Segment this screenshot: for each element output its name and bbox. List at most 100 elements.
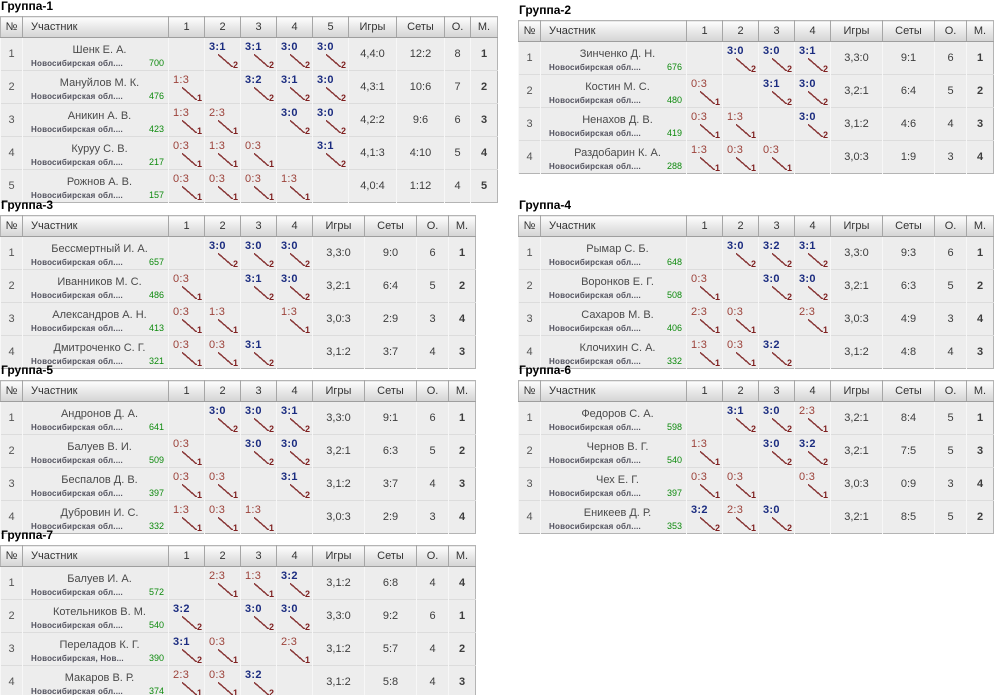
points-cell: 6 (444, 103, 471, 137)
match-sub-points: 2 (304, 490, 310, 500)
player-subline: Новосибирская обл.... 540 (24, 619, 169, 630)
match-score: 0:3 (799, 471, 816, 483)
group-title: Группа-2 (519, 3, 572, 17)
place-cell: 3 (470, 103, 498, 137)
player-row: 4 Макаров В. Р. Новосибирская обл.... 374 2:… (0, 665, 476, 695)
score-slash-icon (182, 319, 197, 332)
sets-cell: 9:0 (364, 236, 417, 270)
column-header-num: № (0, 215, 23, 237)
place-cell: 4 (448, 500, 476, 534)
column-header-match-2: 2 (722, 215, 759, 237)
games-cell: 3,2:1 (312, 269, 365, 303)
player-row: 1 Зинченко Д. Н. Новосибирская обл.... 676 3… (518, 41, 994, 75)
match-score: 0:3 (209, 636, 226, 648)
points-cell: 6 (934, 236, 967, 270)
column-header-sets: Сеты (882, 20, 935, 42)
score-slash-icon (700, 157, 715, 170)
match-sub-points: 1 (304, 655, 310, 665)
player-rating: 397 (148, 487, 164, 498)
player-region: Новосибирская обл.... (31, 488, 123, 498)
score-slash-icon (254, 186, 269, 199)
player-subline: Новосибирская обл.... 397 (24, 487, 169, 498)
player-row: 4 Еникеев Д. Р. Новосибирская обл.... 353 3:… (518, 500, 994, 534)
player-subline: Новосибирская обл.... 157 (24, 190, 169, 200)
match-score-cell: 3:1 2 (276, 70, 313, 104)
match-score: 3:0 (281, 603, 298, 615)
player-subline: Новосибирская, Нов... 390 (24, 653, 169, 663)
player-rating: 540 (148, 619, 164, 630)
player-row: 2 Чернов В. Г. Новосибирская обл.... 540 1:3… (518, 434, 994, 468)
score-slash-icon (700, 352, 715, 365)
player-subline: Новосибирская обл.... 572 (24, 587, 169, 597)
group-section-3: Группа-3 № Участник 1 2 3 4 Игры Сеты О. М. 1 Бесс… (0, 199, 476, 369)
match-score-cell: 0:3 1 (722, 467, 759, 501)
match-score: 2:3 (691, 306, 708, 318)
score-slash-icon (326, 153, 341, 166)
player-region: Новосибирская обл.... (31, 686, 123, 695)
player-name: Куруу С. В. (71, 142, 128, 155)
match-score: 3:0 (799, 111, 816, 123)
sets-cell: 6:4 (882, 74, 935, 108)
player-cell: Сахаров М. В. Новосибирская обл.... 406 (540, 302, 687, 336)
score-slash-icon (290, 583, 305, 596)
column-header-games: Игры (830, 215, 883, 237)
match-score-cell: 3:0 2 (312, 70, 349, 104)
match-score-cell: 3:0 2 (204, 401, 241, 435)
player-name: Балуев В. И. (67, 440, 132, 453)
match-sub-points: 1 (714, 97, 720, 107)
match-diagonal-cell (240, 632, 277, 666)
match-sub-points: 2 (822, 292, 828, 302)
points-cell: 4 (444, 169, 471, 203)
score-slash-icon (808, 253, 823, 266)
group-table: № Участник 1 2 3 4 5 Игры Сеты О. М. 1 Шенк Е. А. Но… (0, 16, 498, 203)
match-score: 3:0 (763, 504, 780, 516)
column-header-match-2: 2 (204, 16, 241, 38)
match-score-cell: 3:1 2 (204, 37, 241, 71)
score-slash-icon (182, 616, 197, 629)
group-title: Группа-3 (1, 198, 54, 212)
match-score-cell: 0:3 1 (168, 434, 205, 468)
match-score-cell: 3:1 2 (168, 632, 205, 666)
player-number: 3 (0, 302, 23, 336)
column-header-match-5: 5 (312, 16, 349, 38)
sets-cell: 4:9 (882, 302, 935, 336)
match-score-cell: 0:3 1 (686, 467, 723, 501)
match-sub-points: 2 (750, 64, 756, 74)
match-score: 0:3 (691, 78, 708, 90)
match-score-cell: 3:1 2 (794, 236, 831, 270)
match-score: 1:3 (173, 107, 190, 119)
column-header-games: Игры (312, 545, 365, 567)
points-cell: 4 (416, 566, 449, 600)
match-score-cell: 3:1 2 (312, 136, 349, 170)
column-header-participant: Участник (540, 215, 687, 237)
player-cell: Чех Е. Г. Новосибирская обл.... 397 (540, 467, 687, 501)
match-score-cell: 3:0 2 (758, 500, 795, 534)
place-cell: 4 (448, 302, 476, 336)
games-cell: 3,3:0 (312, 599, 365, 633)
games-cell: 4,1:3 (348, 136, 397, 170)
sets-cell: 6:3 (364, 434, 417, 468)
player-number: 2 (0, 269, 23, 303)
sets-cell: 3:7 (364, 467, 417, 501)
score-slash-icon (254, 54, 269, 67)
match-sub-points: 1 (750, 358, 756, 368)
header-row: № Участник 1 2 3 4 Игры Сеты О. М. (0, 215, 476, 237)
score-slash-icon (772, 451, 787, 464)
match-score: 1:3 (281, 173, 298, 185)
player-region: Новосибирская обл.... (31, 257, 123, 267)
player-cell: Александров А. Н. Новосибирская обл.... 41… (22, 302, 169, 336)
player-number: 1 (0, 236, 23, 270)
match-sub-points: 1 (196, 93, 202, 103)
match-sub-points: 1 (714, 490, 720, 500)
match-score-cell: 3:0 2 (276, 269, 313, 303)
games-cell: 3,1:2 (830, 107, 883, 141)
score-slash-icon (218, 649, 233, 662)
match-score-cell: 3:0 2 (240, 401, 277, 435)
player-name: Переладов К. Г. (59, 638, 140, 651)
column-header-match-1: 1 (168, 215, 205, 237)
score-slash-icon (254, 517, 269, 530)
score-slash-icon (254, 352, 269, 365)
match-score: 3:0 (245, 438, 262, 450)
column-header-num: № (0, 380, 23, 402)
